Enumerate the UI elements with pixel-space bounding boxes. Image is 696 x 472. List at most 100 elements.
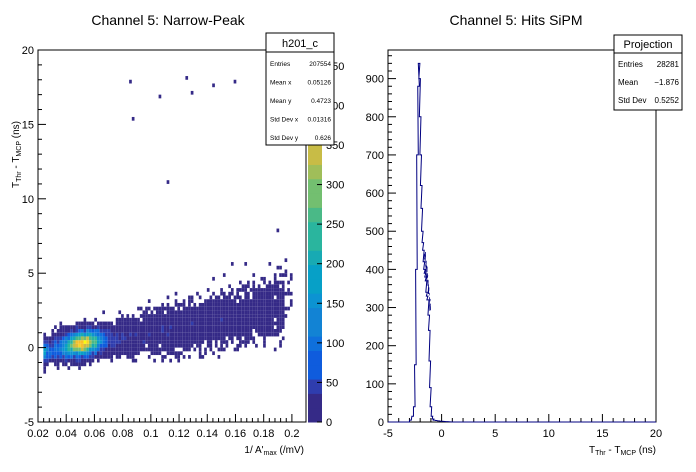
heatmap-cell	[155, 306, 159, 311]
heatmap-cell	[147, 317, 151, 322]
heatmap-cell	[99, 351, 103, 356]
heatmap-cell	[169, 325, 172, 329]
heatmap-cell	[59, 325, 63, 329]
heatmap-cell	[228, 314, 231, 318]
heatmap-cell	[228, 295, 231, 300]
heatmap-cell	[198, 325, 202, 329]
heatmap-cell	[230, 310, 234, 315]
heatmap-cell	[209, 314, 213, 318]
heatmap-cell	[188, 343, 191, 348]
heatmap-cell	[247, 321, 250, 326]
heatmap-cell	[86, 340, 89, 344]
heatmap-cell	[222, 302, 226, 307]
heatmap-cell	[161, 314, 164, 318]
color-scale-band	[308, 164, 322, 180]
heatmap-cell	[153, 343, 156, 348]
heatmap-cell	[54, 336, 57, 341]
heatmap-cell	[88, 325, 92, 329]
heatmap-cell	[233, 302, 237, 307]
heatmap-cell	[145, 329, 148, 333]
heatmap-cell	[78, 351, 81, 356]
heatmap-cell	[198, 340, 202, 344]
heatmap-cell	[172, 321, 175, 326]
heatmap-cell	[131, 325, 135, 329]
heatmap-cell	[70, 358, 73, 363]
heatmap-cell	[265, 288, 269, 292]
heatmap-cell	[137, 332, 140, 337]
heatmap-cell	[147, 321, 151, 326]
heatmap-cell	[276, 291, 280, 296]
heatmap-cell	[80, 332, 84, 337]
heatmap-cell	[239, 310, 242, 315]
heatmap-cell	[150, 314, 154, 318]
heatmap-cell	[80, 362, 84, 367]
heatmap-cell	[247, 295, 250, 300]
heatmap-cell	[212, 310, 215, 315]
right-x-tick-label: 20	[650, 428, 662, 440]
heatmap-cell	[281, 295, 285, 300]
heatmap-cell	[59, 332, 63, 337]
heatmap-cell	[163, 336, 167, 341]
heatmap-cell	[166, 314, 170, 318]
heatmap-cell	[94, 332, 97, 337]
heatmap-cells	[43, 76, 293, 374]
heatmap-cell	[249, 306, 253, 311]
heatmap-cell	[131, 314, 135, 318]
heatmap-cell	[247, 317, 250, 322]
heatmap-cell	[225, 295, 229, 300]
heatmap-cell	[249, 299, 253, 303]
heatmap-cell	[271, 325, 274, 329]
heatmap-cell	[222, 332, 226, 337]
heatmap-cell	[46, 358, 49, 363]
heatmap-cell	[263, 340, 266, 344]
heatmap-cell	[123, 340, 127, 344]
heatmap-cell	[83, 329, 87, 333]
heatmap-cell	[190, 310, 194, 315]
heatmap-cell	[91, 358, 95, 363]
heatmap-cell	[80, 336, 84, 341]
heatmap-cell	[255, 291, 258, 296]
right-chart-title: Channel 5: Hits SiPM	[449, 12, 582, 28]
heatmap-cell	[204, 332, 207, 337]
heatmap-cell	[166, 180, 170, 184]
heatmap-cell	[180, 317, 183, 322]
heatmap-cell	[230, 288, 234, 292]
heatmap-cell	[123, 317, 127, 322]
heatmap-cell	[155, 343, 159, 348]
heatmap-cell	[222, 325, 226, 329]
heatmap-cell	[265, 295, 269, 300]
heatmap-cell	[99, 329, 103, 333]
heatmap-cell	[185, 317, 189, 322]
heatmap-cell	[59, 343, 63, 348]
heatmap-cell	[206, 343, 210, 348]
heatmap-cell	[276, 228, 280, 233]
heatmap-cell	[43, 362, 47, 367]
heatmap-cell	[241, 310, 245, 315]
heatmap-cell	[180, 343, 183, 348]
heatmap-cell	[88, 343, 92, 348]
heatmap-cell	[276, 284, 280, 289]
heatmap-cell	[273, 321, 277, 326]
heatmap-cell	[188, 310, 191, 315]
heatmap-cell	[113, 340, 116, 344]
left-stats-value: 0.4723	[311, 98, 331, 105]
heatmap-cell	[252, 306, 256, 311]
heatmap-cell	[233, 332, 237, 337]
heatmap-cell	[190, 321, 194, 326]
heatmap-cell	[225, 332, 229, 337]
heatmap-cell	[78, 332, 81, 337]
right-histogram	[388, 62, 656, 423]
heatmap-cell	[241, 329, 245, 333]
heatmap-cell	[59, 351, 63, 356]
heatmap-cell	[209, 325, 213, 329]
heatmap-cell	[279, 265, 282, 270]
heatmap-cell	[204, 299, 207, 303]
heatmap-cell	[129, 340, 132, 344]
heatmap-cell	[241, 306, 245, 311]
left-x-tick-label: 0.04	[55, 428, 76, 440]
heatmap-cell	[54, 340, 57, 344]
left-x-tick-label: 0.1	[143, 428, 158, 440]
heatmap-cell	[169, 358, 172, 363]
heatmap-cell	[233, 347, 237, 352]
heatmap-cell	[163, 343, 167, 348]
